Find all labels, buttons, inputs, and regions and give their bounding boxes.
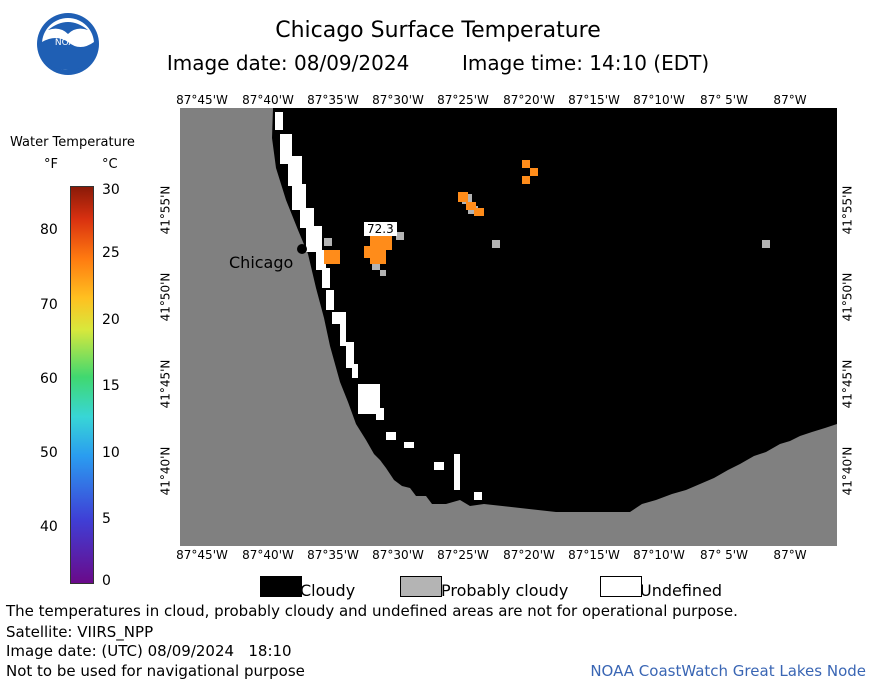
city-label: Chicago xyxy=(229,253,294,272)
f-tick: 40 xyxy=(40,519,58,535)
lon-label-bottom: 87° 5'W xyxy=(700,548,748,562)
c-tick: 20 xyxy=(102,312,120,328)
lat-label-left: 41°45'N xyxy=(158,359,173,409)
lon-label-top: 87°45'W xyxy=(176,93,228,107)
page-title: Chicago Surface Temperature xyxy=(275,18,601,43)
unit-fahrenheit: °F xyxy=(44,157,58,172)
legend-label-cloudy: Cloudy xyxy=(300,581,356,600)
legend-swatch-cloudy xyxy=(260,576,302,597)
operational-note: The temperatures in cloud, probably clou… xyxy=(6,602,738,620)
temperature-reading: 72.3 xyxy=(364,222,397,236)
lon-label-top: 87°35'W xyxy=(307,93,359,107)
f-tick: 80 xyxy=(40,222,58,238)
c-tick: 30 xyxy=(102,182,120,198)
colorbar xyxy=(70,186,94,584)
legend-swatch-probably-cloudy xyxy=(400,576,442,597)
lon-label-top: 87°W xyxy=(773,93,807,107)
lon-label-top: 87° 5'W xyxy=(700,93,748,107)
colorbar-title: Water Temperature xyxy=(10,135,135,150)
chicago-marker xyxy=(297,244,307,254)
svg-text:NOAA: NOAA xyxy=(55,38,82,48)
lat-label-right: 41°55'N xyxy=(840,185,855,235)
f-tick: 60 xyxy=(40,371,58,387)
map xyxy=(180,108,837,546)
noaa-logo: NOAA xyxy=(36,12,100,76)
legend-swatch-undefined xyxy=(600,576,642,597)
lon-label-top: 87°25'W xyxy=(437,93,489,107)
lat-label-left: 41°55'N xyxy=(158,185,173,235)
lake-cloudy-area xyxy=(272,108,837,512)
legend-label-undefined: Undefined xyxy=(640,581,723,600)
navigation-warning: Not to be used for navigational purpose xyxy=(6,662,305,680)
lon-label-bottom: 87°40'W xyxy=(242,548,294,562)
lat-label-right: 41°45'N xyxy=(840,359,855,409)
lat-label-right: 41°40'N xyxy=(840,446,855,496)
lon-label-bottom: 87°25'W xyxy=(437,548,489,562)
image-date: Image date: 08/09/2024 xyxy=(166,51,410,75)
utc-image-date: Image date: (UTC) 08/09/2024 18:10 xyxy=(6,642,292,660)
c-tick: 0 xyxy=(102,573,111,589)
satellite-name: Satellite: VIIRS_NPP xyxy=(6,623,154,641)
lat-label-right: 41°50'N xyxy=(840,272,855,322)
lon-label-top: 87°20'W xyxy=(503,93,555,107)
warm-water-pixels xyxy=(324,160,538,264)
lon-label-bottom: 87°30'W xyxy=(372,548,424,562)
lon-label-top: 87°30'W xyxy=(372,93,424,107)
credit-link[interactable]: NOAA CoastWatch Great Lakes Node xyxy=(590,662,866,680)
lon-label-bottom: 87°10'W xyxy=(633,548,685,562)
lon-label-bottom: 87°W xyxy=(773,548,807,562)
undefined-pixels xyxy=(275,112,482,500)
c-tick: 10 xyxy=(102,445,120,461)
lat-label-left: 41°40'N xyxy=(158,446,173,496)
lon-label-bottom: 87°20'W xyxy=(503,548,555,562)
f-tick: 70 xyxy=(40,297,58,313)
lon-label-bottom: 87°15'W xyxy=(568,548,620,562)
c-tick: 5 xyxy=(102,511,111,527)
f-tick: 50 xyxy=(40,445,58,461)
image-time: Image time: 14:10 (EDT) xyxy=(462,51,710,75)
lon-label-bottom: 87°45'W xyxy=(176,548,228,562)
noaa-logo-icon: NOAA xyxy=(37,13,99,75)
image-date-time: Image date: 08/09/2024 Image time: 14:10… xyxy=(0,51,876,75)
c-tick: 25 xyxy=(102,245,120,261)
lon-label-top: 87°15'W xyxy=(568,93,620,107)
c-tick: 15 xyxy=(102,378,120,394)
unit-celsius: °C xyxy=(102,157,118,172)
lon-label-top: 87°40'W xyxy=(242,93,294,107)
legend-label-probably-cloudy: Probably cloudy xyxy=(441,581,569,600)
lon-label-top: 87°10'W xyxy=(633,93,685,107)
lat-label-left: 41°50'N xyxy=(158,272,173,322)
lon-label-bottom: 87°35'W xyxy=(307,548,359,562)
